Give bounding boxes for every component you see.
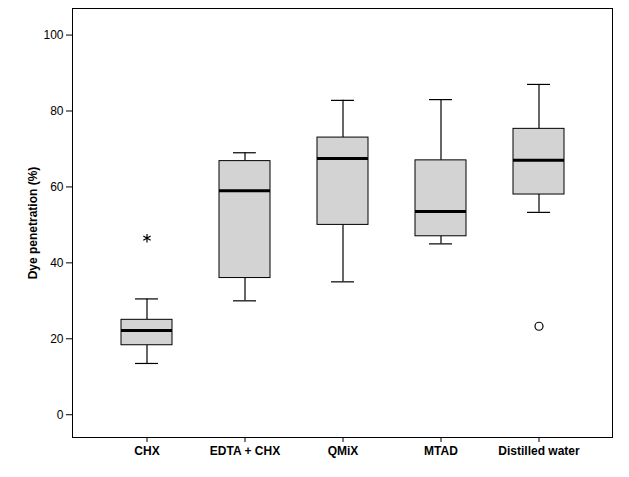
svg-text:Dye penetration (%): Dye penetration (%)	[26, 167, 40, 280]
svg-text:EDTA + CHX: EDTA + CHX	[210, 444, 280, 458]
svg-text:40: 40	[50, 256, 64, 270]
svg-text:MTAD: MTAD	[424, 444, 458, 458]
svg-text:60: 60	[50, 180, 64, 194]
svg-text:CHX: CHX	[134, 444, 159, 458]
svg-text:0: 0	[57, 408, 64, 422]
svg-text:QMiX: QMiX	[328, 444, 359, 458]
svg-text:20: 20	[50, 332, 64, 346]
svg-text:Distilled water: Distilled water	[498, 444, 580, 458]
svg-text:80: 80	[50, 104, 64, 118]
svg-text:100: 100	[43, 28, 63, 42]
